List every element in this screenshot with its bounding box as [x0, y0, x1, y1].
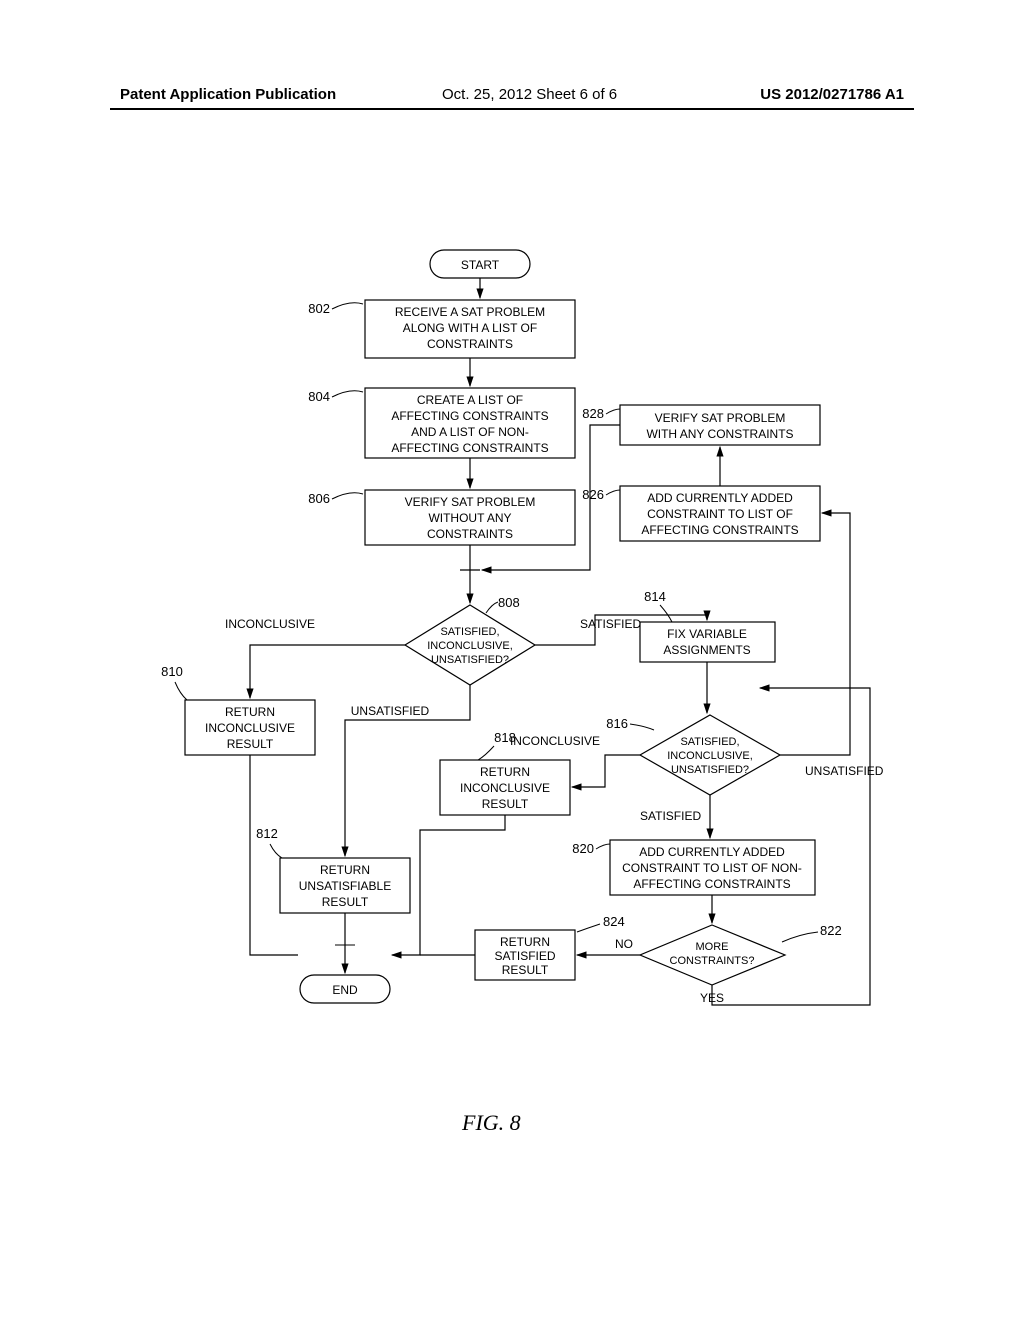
ref-802: 802: [308, 301, 330, 316]
svg-text:RECEIVE A SAT PROBLEM: RECEIVE A SAT PROBLEM: [395, 305, 545, 319]
ref-822: 822: [820, 923, 842, 938]
svg-text:ASSIGNMENTS: ASSIGNMENTS: [663, 643, 750, 657]
svg-text:CREATE A LIST OF: CREATE A LIST OF: [417, 393, 523, 407]
svg-text:RETURN: RETURN: [225, 705, 275, 719]
ref-812: 812: [256, 826, 278, 841]
edge-816-820-label: SATISFIED: [640, 809, 701, 823]
svg-text:RESULT: RESULT: [227, 737, 274, 751]
svg-text:SATISFIED: SATISFIED: [494, 949, 555, 963]
node-826: ADD CURRENTLY ADDED CONSTRAINT TO LIST O…: [582, 486, 820, 541]
page: Patent Application Publication Oct. 25, …: [0, 0, 1024, 1320]
node-804: CREATE A LIST OF AFFECTING CONSTRAINTS A…: [308, 388, 575, 458]
node-802: RECEIVE A SAT PROBLEM ALONG WITH A LIST …: [308, 300, 575, 358]
svg-text:CONSTRAINTS: CONSTRAINTS: [427, 527, 513, 541]
ref-828: 828: [582, 406, 604, 421]
ref-824: 824: [603, 914, 625, 929]
svg-text:AFFECTING CONSTRAINTS: AFFECTING CONSTRAINTS: [633, 877, 790, 891]
node-end: END: [300, 975, 390, 1003]
svg-text:ADD CURRENTLY ADDED: ADD CURRENTLY ADDED: [639, 845, 785, 859]
edge-808-814-label: SATISFIED: [580, 617, 641, 631]
svg-text:CONSTRAINT TO LIST OF NON-: CONSTRAINT TO LIST OF NON-: [622, 861, 802, 875]
svg-text:AFFECTING CONSTRAINTS: AFFECTING CONSTRAINTS: [641, 523, 798, 537]
ref-826: 826: [582, 487, 604, 502]
node-820: ADD CURRENTLY ADDED CONSTRAINT TO LIST O…: [572, 840, 815, 895]
svg-text:CONSTRAINTS: CONSTRAINTS: [427, 337, 513, 351]
svg-text:CONSTRAINT TO LIST OF: CONSTRAINT TO LIST OF: [647, 507, 793, 521]
node-start: START: [430, 250, 530, 278]
node-810: RETURN INCONCLUSIVE RESULT 810: [161, 664, 315, 755]
end-label: END: [332, 983, 358, 997]
svg-text:CONSTRAINTS?: CONSTRAINTS?: [670, 955, 755, 967]
edge-808-810: [250, 645, 405, 698]
start-label: START: [461, 258, 500, 272]
svg-text:INCONCLUSIVE: INCONCLUSIVE: [205, 721, 295, 735]
node-824: RETURN SATISFIED RESULT 824: [475, 914, 625, 980]
edge-816-818-label: INCONCLUSIVE: [510, 734, 600, 748]
svg-text:AFFECTING CONSTRAINTS: AFFECTING CONSTRAINTS: [391, 441, 548, 455]
edge-816-826-label: UNSATISFIED: [805, 764, 884, 778]
svg-text:VERIFY SAT PROBLEM: VERIFY SAT PROBLEM: [655, 411, 786, 425]
svg-text:INCONCLUSIVE,: INCONCLUSIVE,: [667, 750, 753, 762]
svg-text:UNSATISFIED?: UNSATISFIED?: [671, 764, 749, 776]
svg-text:RESULT: RESULT: [482, 797, 529, 811]
svg-text:VERIFY SAT PROBLEM: VERIFY SAT PROBLEM: [405, 495, 536, 509]
ref-816: 816: [606, 716, 628, 731]
node-812: RETURN UNSATISFIABLE RESULT 812: [256, 826, 410, 913]
ref-820: 820: [572, 841, 594, 856]
node-806: VERIFY SAT PROBLEM WITHOUT ANY CONSTRAIN…: [308, 490, 575, 545]
svg-text:INCONCLUSIVE: INCONCLUSIVE: [460, 781, 550, 795]
edge-810-merge: [250, 755, 298, 955]
edge-818-merge: [392, 815, 505, 955]
svg-text:RETURN: RETURN: [500, 935, 550, 949]
svg-text:MORE: MORE: [696, 941, 729, 953]
svg-text:ADD CURRENTLY ADDED: ADD CURRENTLY ADDED: [647, 491, 793, 505]
edge-808-810-label: INCONCLUSIVE: [225, 617, 315, 631]
ref-814: 814: [644, 589, 666, 604]
svg-text:RETURN: RETURN: [480, 765, 530, 779]
node-822-decision: MORE CONSTRAINTS? 822: [640, 923, 842, 985]
ref-810: 810: [161, 664, 183, 679]
svg-text:UNSATISFIABLE: UNSATISFIABLE: [299, 879, 391, 893]
svg-text:AFFECTING CONSTRAINTS: AFFECTING CONSTRAINTS: [391, 409, 548, 423]
svg-text:AND A LIST OF NON-: AND A LIST OF NON-: [411, 425, 529, 439]
edge-822-loop-label: YES: [700, 991, 724, 1005]
ref-804: 804: [308, 389, 330, 404]
figure-label: FIG. 8: [462, 1110, 521, 1136]
svg-text:RETURN: RETURN: [320, 863, 370, 877]
svg-text:RESULT: RESULT: [322, 895, 369, 909]
ref-808: 808: [498, 595, 520, 610]
svg-text:INCONCLUSIVE,: INCONCLUSIVE,: [427, 640, 513, 652]
edge-816-818: [572, 755, 640, 787]
edge-816-826: [780, 513, 850, 755]
svg-text:FIX VARIABLE: FIX VARIABLE: [667, 627, 747, 641]
edge-808-812-label: UNSATISFIED: [351, 704, 430, 718]
node-808-decision: SATISFIED, INCONCLUSIVE, UNSATISFIED? 80…: [405, 595, 535, 685]
svg-text:SATISFIED,: SATISFIED,: [680, 736, 739, 748]
node-814: FIX VARIABLE ASSIGNMENTS 814: [640, 589, 775, 662]
svg-text:WITH ANY CONSTRAINTS: WITH ANY CONSTRAINTS: [646, 427, 793, 441]
svg-text:UNSATISFIED?: UNSATISFIED?: [431, 654, 509, 666]
svg-text:WITHOUT ANY: WITHOUT ANY: [428, 511, 511, 525]
svg-text:SATISFIED,: SATISFIED,: [440, 626, 499, 638]
svg-text:RESULT: RESULT: [502, 963, 549, 977]
ref-806: 806: [308, 491, 330, 506]
svg-text:ALONG WITH A LIST OF: ALONG WITH A LIST OF: [403, 321, 537, 335]
edge-822-824-label: NO: [615, 937, 633, 951]
